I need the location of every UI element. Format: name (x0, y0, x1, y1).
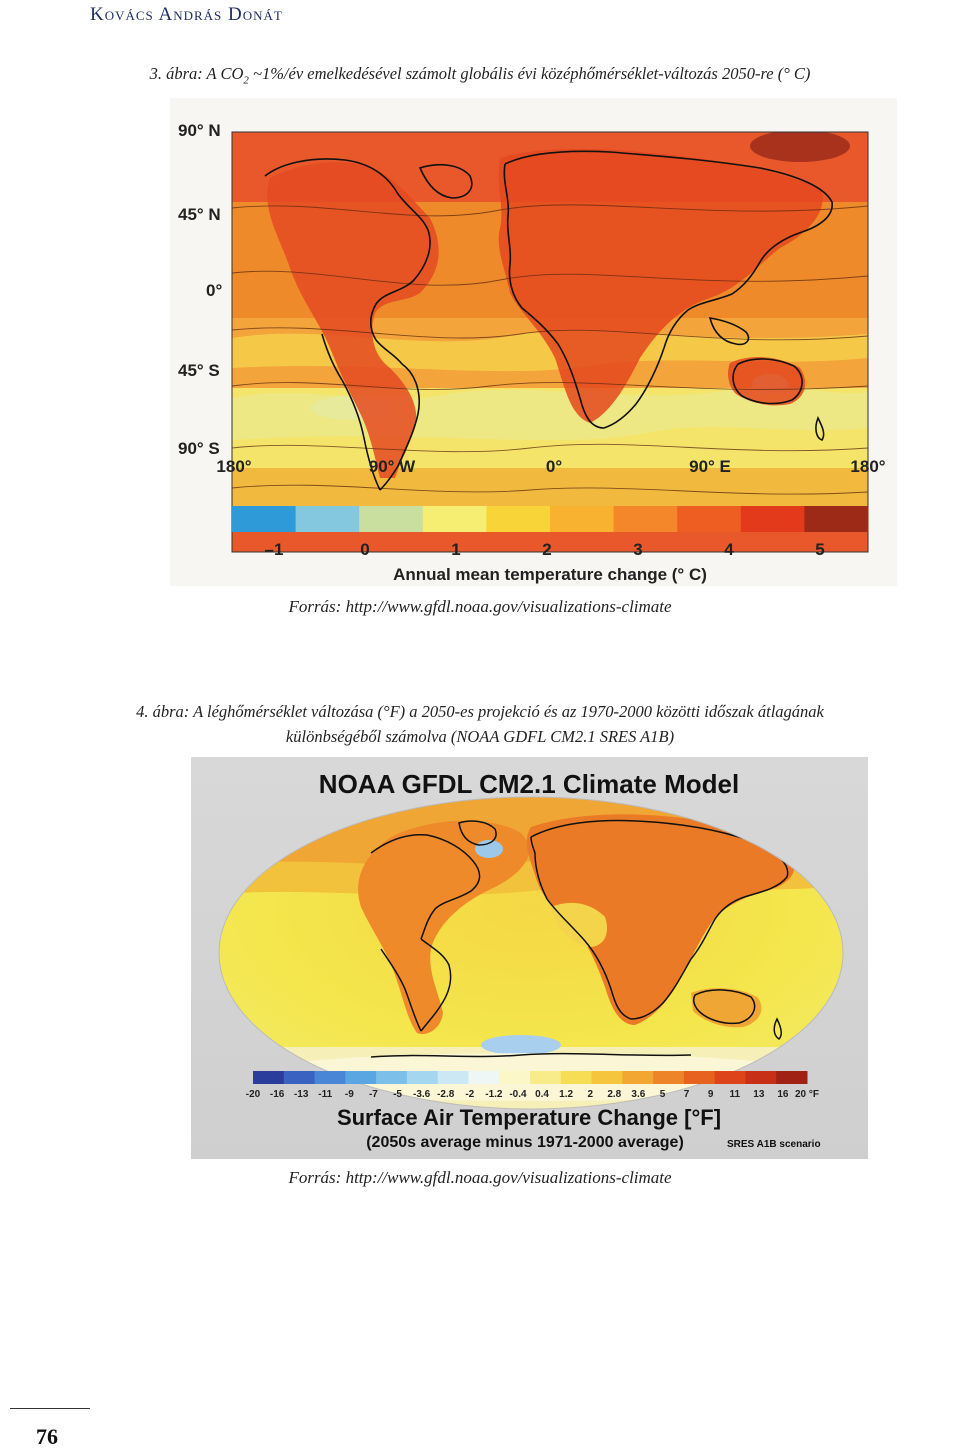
figure2-colorbar-segment-11 (591, 1071, 623, 1084)
figure2-colorbar-segment-16 (745, 1071, 777, 1084)
figure1-colorbar (232, 506, 869, 532)
figure2-colorbar-tick-21: 13 (753, 1089, 765, 1100)
figure2-colorbar-tick-9: -2 (465, 1089, 474, 1100)
figure2-colorbar-title: Surface Air Temperature Change [°F] (337, 1105, 721, 1130)
figure2-svg: NOAA GFDL CM2.1 Climate Model (191, 757, 868, 1159)
lon-label-180e: 180° (850, 457, 885, 476)
figure2-colorbar-tick-16: 3.6 (631, 1089, 645, 1100)
figure1-colorbar-tick-4: 3 (633, 540, 642, 559)
figure2-colorbar-segment-9 (530, 1071, 562, 1084)
figure2-colorbar-segment-10 (560, 1071, 593, 1084)
figure1-colorbar-segment-9 (804, 506, 869, 532)
lat-label-90s: 90° S (178, 439, 220, 458)
figure1-caption: 3. ábra: A CO2 ~1%/év emelkedésével szám… (60, 64, 900, 86)
figure1-colorbar-tick-1: 0 (360, 540, 369, 559)
figure1-colorbar-segment-3 (422, 506, 487, 532)
figure2-colorbar-tick-20: 11 (729, 1089, 740, 1100)
figure2-colorbar-tick-23: 20 °F (795, 1089, 819, 1100)
figure2-colorbar-segment-3 (345, 1071, 377, 1084)
figure2-caption-line2: különbségéből számolva (NOAA GDFL CM2.1 … (285, 727, 675, 746)
figure2-colorbar-tick-19: 9 (708, 1089, 714, 1100)
figure1-lon-labels: 180° 90° W 0° 90° E 180° (216, 457, 885, 476)
figure2-colorbar-segment-12 (622, 1071, 654, 1084)
figure1-colorbar-segment-2 (359, 506, 424, 532)
figure2-colorbar-tick-5: -7 (369, 1089, 378, 1100)
figure1-colorbar-segment-0 (232, 506, 297, 532)
figure2-colorbar-ticks: -20 -16 -13 -11 -9 -7 -5 -3.6 -2.8 -2 -1.2 -0.4 0.4 1… (246, 1089, 819, 1100)
figure2-colorbar-tick-10: -1.2 (485, 1089, 503, 1100)
figure2-colorbar-segment-5 (406, 1071, 439, 1084)
figure2-colorbar-segment-4 (376, 1071, 408, 1084)
figure2-colorbar-segment-1 (283, 1071, 316, 1084)
figure1-colorbar-tick-5: 4 (724, 540, 734, 559)
figure2-colorbar-tick-12: 0.4 (535, 1089, 549, 1100)
figure2-colorbar-tick-8: -2.8 (437, 1089, 455, 1100)
figure2-colorbar-tick-13: 1.2 (559, 1089, 573, 1100)
figure2-colorbar-tick-4: -9 (345, 1089, 354, 1100)
figure1-colorbar-tick-6: 5 (815, 540, 824, 559)
figure1-colorbar-tick-3: 2 (542, 540, 551, 559)
figure2-colorbar-segment-6 (437, 1071, 469, 1084)
figure2-colorbar-tick-11: -0.4 (509, 1089, 527, 1100)
figure2-colorbar-segment-8 (499, 1071, 531, 1084)
lon-label-90w: 90° W (369, 457, 416, 476)
figure2-title: NOAA GFDL CM2.1 Climate Model (319, 769, 739, 799)
figure1-colorbar-tick-0: –1 (265, 540, 284, 559)
figure1-caption-post: ~1%/év emelkedésével számolt globális év… (248, 64, 811, 83)
figure2-map-figure: NOAA GFDL CM2.1 Climate Model (191, 757, 868, 1159)
figure1-colorbar-ticks: –1 0 1 2 3 4 5 (265, 540, 825, 559)
figure1-colorbar-segment-8 (740, 506, 805, 532)
lon-label-0: 0° (546, 457, 562, 476)
figure2-colorbar-segment-13 (653, 1071, 685, 1084)
figure1-colorbar-segment-7 (677, 506, 742, 532)
figure2-colorbar-tick-6: -5 (393, 1089, 402, 1100)
figure2-source: Forrás: http://www.gfdl.noaa.gov/visuali… (288, 1168, 672, 1187)
figure2-colorbar-tick-0: -20 (246, 1089, 261, 1100)
lat-label-90n: 90° N (178, 121, 221, 140)
figure1-colorbar-title: Annual mean temperature change (° C) (393, 565, 707, 584)
page-number-rule (10, 1408, 90, 1409)
figure2-colorbar-segment-2 (314, 1071, 346, 1084)
figure2-scenario: SRES A1B scenario (727, 1139, 821, 1150)
figure1-lat-labels: 90° N 45° N 0° 45° S 90° S (178, 121, 222, 458)
figure1-colorbar-segment-6 (613, 506, 678, 532)
figure2-colorbar-subtitle: (2050s average minus 1971-2000 average) (366, 1134, 684, 1151)
running-head-author: Kovács András Donát (90, 4, 283, 25)
figure2-colorbar-segment-14 (683, 1071, 716, 1084)
figure1-caption-pre: 3. ábra: A CO (149, 64, 244, 83)
figure2-colorbar-segment-15 (714, 1071, 746, 1084)
figure1-svg: 90° N 45° N 0° 45° S 90° S 180° 90° W 0°… (170, 98, 897, 586)
figure2-colorbar (253, 1071, 808, 1084)
lat-label-45s: 45° S (178, 361, 220, 380)
figure1-colorbar-segment-5 (550, 506, 615, 532)
figure2-caption-line1: 4. ábra: A léghőmérséklet változása (°F)… (136, 702, 824, 721)
figure2-colorbar-tick-22: 16 (777, 1089, 789, 1100)
figure2-colorbar-tick-1: -16 (270, 1089, 285, 1100)
figure2-colorbar-segment-0 (253, 1071, 285, 1084)
figure2-colorbar-tick-2: -13 (294, 1089, 309, 1100)
figure2-colorbar-tick-18: 7 (684, 1089, 690, 1100)
lon-label-180w: 180° (216, 457, 251, 476)
lon-label-90e: 90° E (689, 457, 731, 476)
figure2-colorbar-tick-15: 2.8 (607, 1089, 621, 1100)
figure2-colorbar-segment-17 (776, 1071, 808, 1084)
figure2-caption: 4. ábra: A léghőmérséklet változása (°F)… (20, 699, 940, 749)
figure1-map-field (232, 132, 868, 552)
page-number: 76 (36, 1424, 58, 1449)
figure1-map-figure: 90° N 45° N 0° 45° S 90° S 180° 90° W 0°… (170, 98, 897, 586)
lat-label-45n: 45° N (178, 205, 221, 224)
figure2-colorbar-tick-17: 5 (660, 1089, 666, 1100)
figure1-colorbar-tick-2: 1 (451, 540, 460, 559)
figure1-caption-sub: 2 (243, 74, 249, 87)
figure1-source: Forrás: http://www.gfdl.noaa.gov/visuali… (288, 597, 672, 616)
figure1-colorbar-segment-1 (295, 506, 360, 532)
figure1-colorbar-segment-4 (486, 506, 551, 532)
lat-label-0: 0° (206, 281, 222, 300)
figure2-colorbar-tick-3: -11 (318, 1089, 332, 1100)
figure2-colorbar-segment-7 (468, 1071, 500, 1084)
figure2-colorbar-tick-14: 2 (587, 1089, 593, 1100)
figure2-colorbar-tick-7: -3.6 (413, 1089, 431, 1100)
